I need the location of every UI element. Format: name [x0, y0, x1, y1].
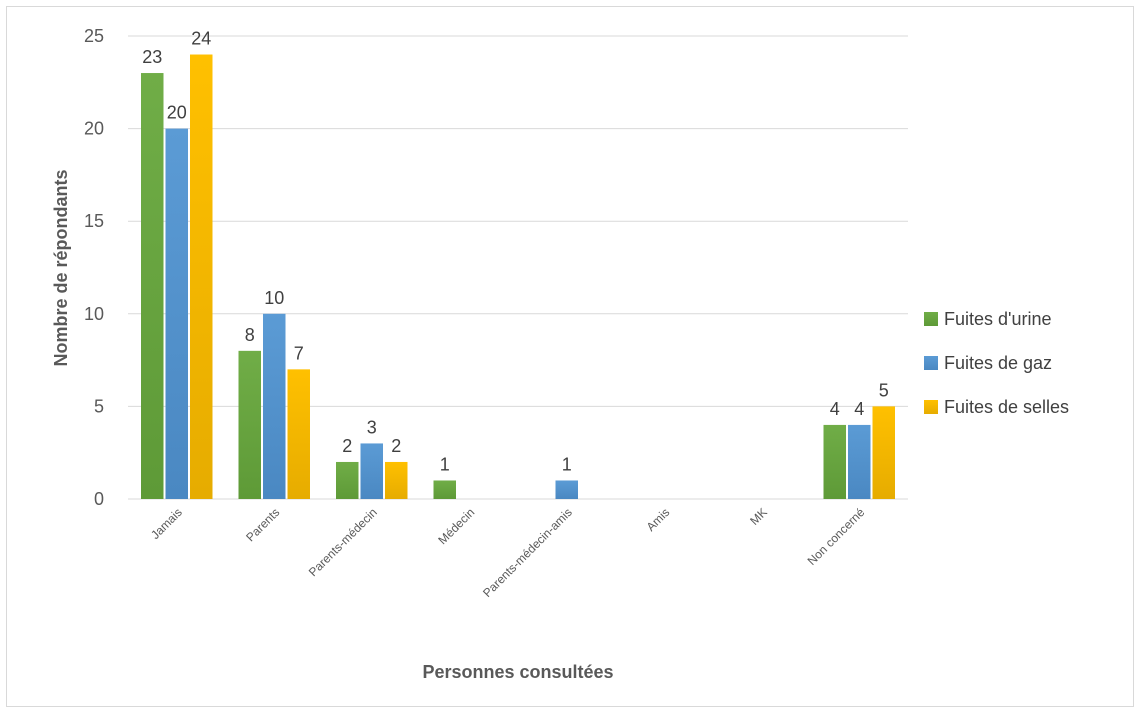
- data-label: 24: [191, 29, 211, 49]
- bar: [823, 424, 846, 499]
- y-axis-ticks: 0 5 10 15 20 25: [84, 26, 104, 509]
- x-tick-label: Parents-médecin-amis: [480, 505, 575, 600]
- legend-swatch: [924, 312, 938, 326]
- bar: [360, 443, 383, 499]
- data-label: 4: [830, 399, 840, 419]
- bars: [141, 54, 895, 500]
- data-label: 3: [367, 417, 377, 437]
- y-tick-label: 10: [84, 304, 104, 324]
- y-tick-label: 25: [84, 26, 104, 46]
- y-tick-label: 5: [94, 396, 104, 416]
- bar: [287, 369, 310, 499]
- bar: [385, 461, 408, 499]
- bar: [872, 406, 895, 499]
- data-label: 1: [562, 454, 572, 474]
- x-axis-ticks: Jamais Parents Parents-médecin Médecin Paren…: [148, 505, 868, 600]
- data-label: 4: [854, 399, 864, 419]
- x-tick-label: Médecin: [435, 505, 477, 547]
- x-tick-label: Amis: [644, 505, 673, 534]
- data-label: 1: [440, 454, 450, 474]
- legend: Fuites d'urine Fuites de gaz Fuites de sel…: [924, 309, 1069, 417]
- bar: [263, 313, 286, 499]
- y-tick-label: 15: [84, 211, 104, 231]
- y-tick-label: 20: [84, 119, 104, 139]
- data-label: 20: [167, 103, 187, 123]
- bar: [165, 128, 188, 499]
- x-tick-label: Non concerné: [805, 505, 868, 568]
- y-axis-title: Nombre de répondants: [51, 169, 71, 366]
- x-tick-label: Parents: [243, 505, 282, 544]
- x-tick-label: Parents-médecin: [306, 505, 380, 579]
- y-tick-label: 0: [94, 489, 104, 509]
- bar: [336, 461, 359, 499]
- x-tick-label: Jamais: [148, 505, 185, 542]
- legend-swatch: [924, 356, 938, 370]
- legend-label: Fuites d'urine: [944, 309, 1052, 329]
- data-label: 8: [245, 325, 255, 345]
- x-tick-label: MK: [747, 505, 770, 528]
- data-label: 5: [879, 380, 889, 400]
- x-axis-title: Personnes consultées: [422, 662, 613, 682]
- bar: [555, 480, 578, 499]
- bar: [238, 350, 261, 499]
- bar: [433, 480, 456, 499]
- bar: [848, 424, 871, 499]
- bar: [190, 54, 213, 500]
- data-label: 2: [342, 436, 352, 456]
- legend-label: Fuites de selles: [944, 397, 1069, 417]
- data-label: 2: [391, 436, 401, 456]
- legend-label: Fuites de gaz: [944, 353, 1052, 373]
- data-label: 7: [294, 343, 304, 363]
- data-label: 23: [142, 47, 162, 67]
- legend-swatch: [924, 400, 938, 414]
- bar: [141, 73, 164, 499]
- data-label: 10: [264, 288, 284, 308]
